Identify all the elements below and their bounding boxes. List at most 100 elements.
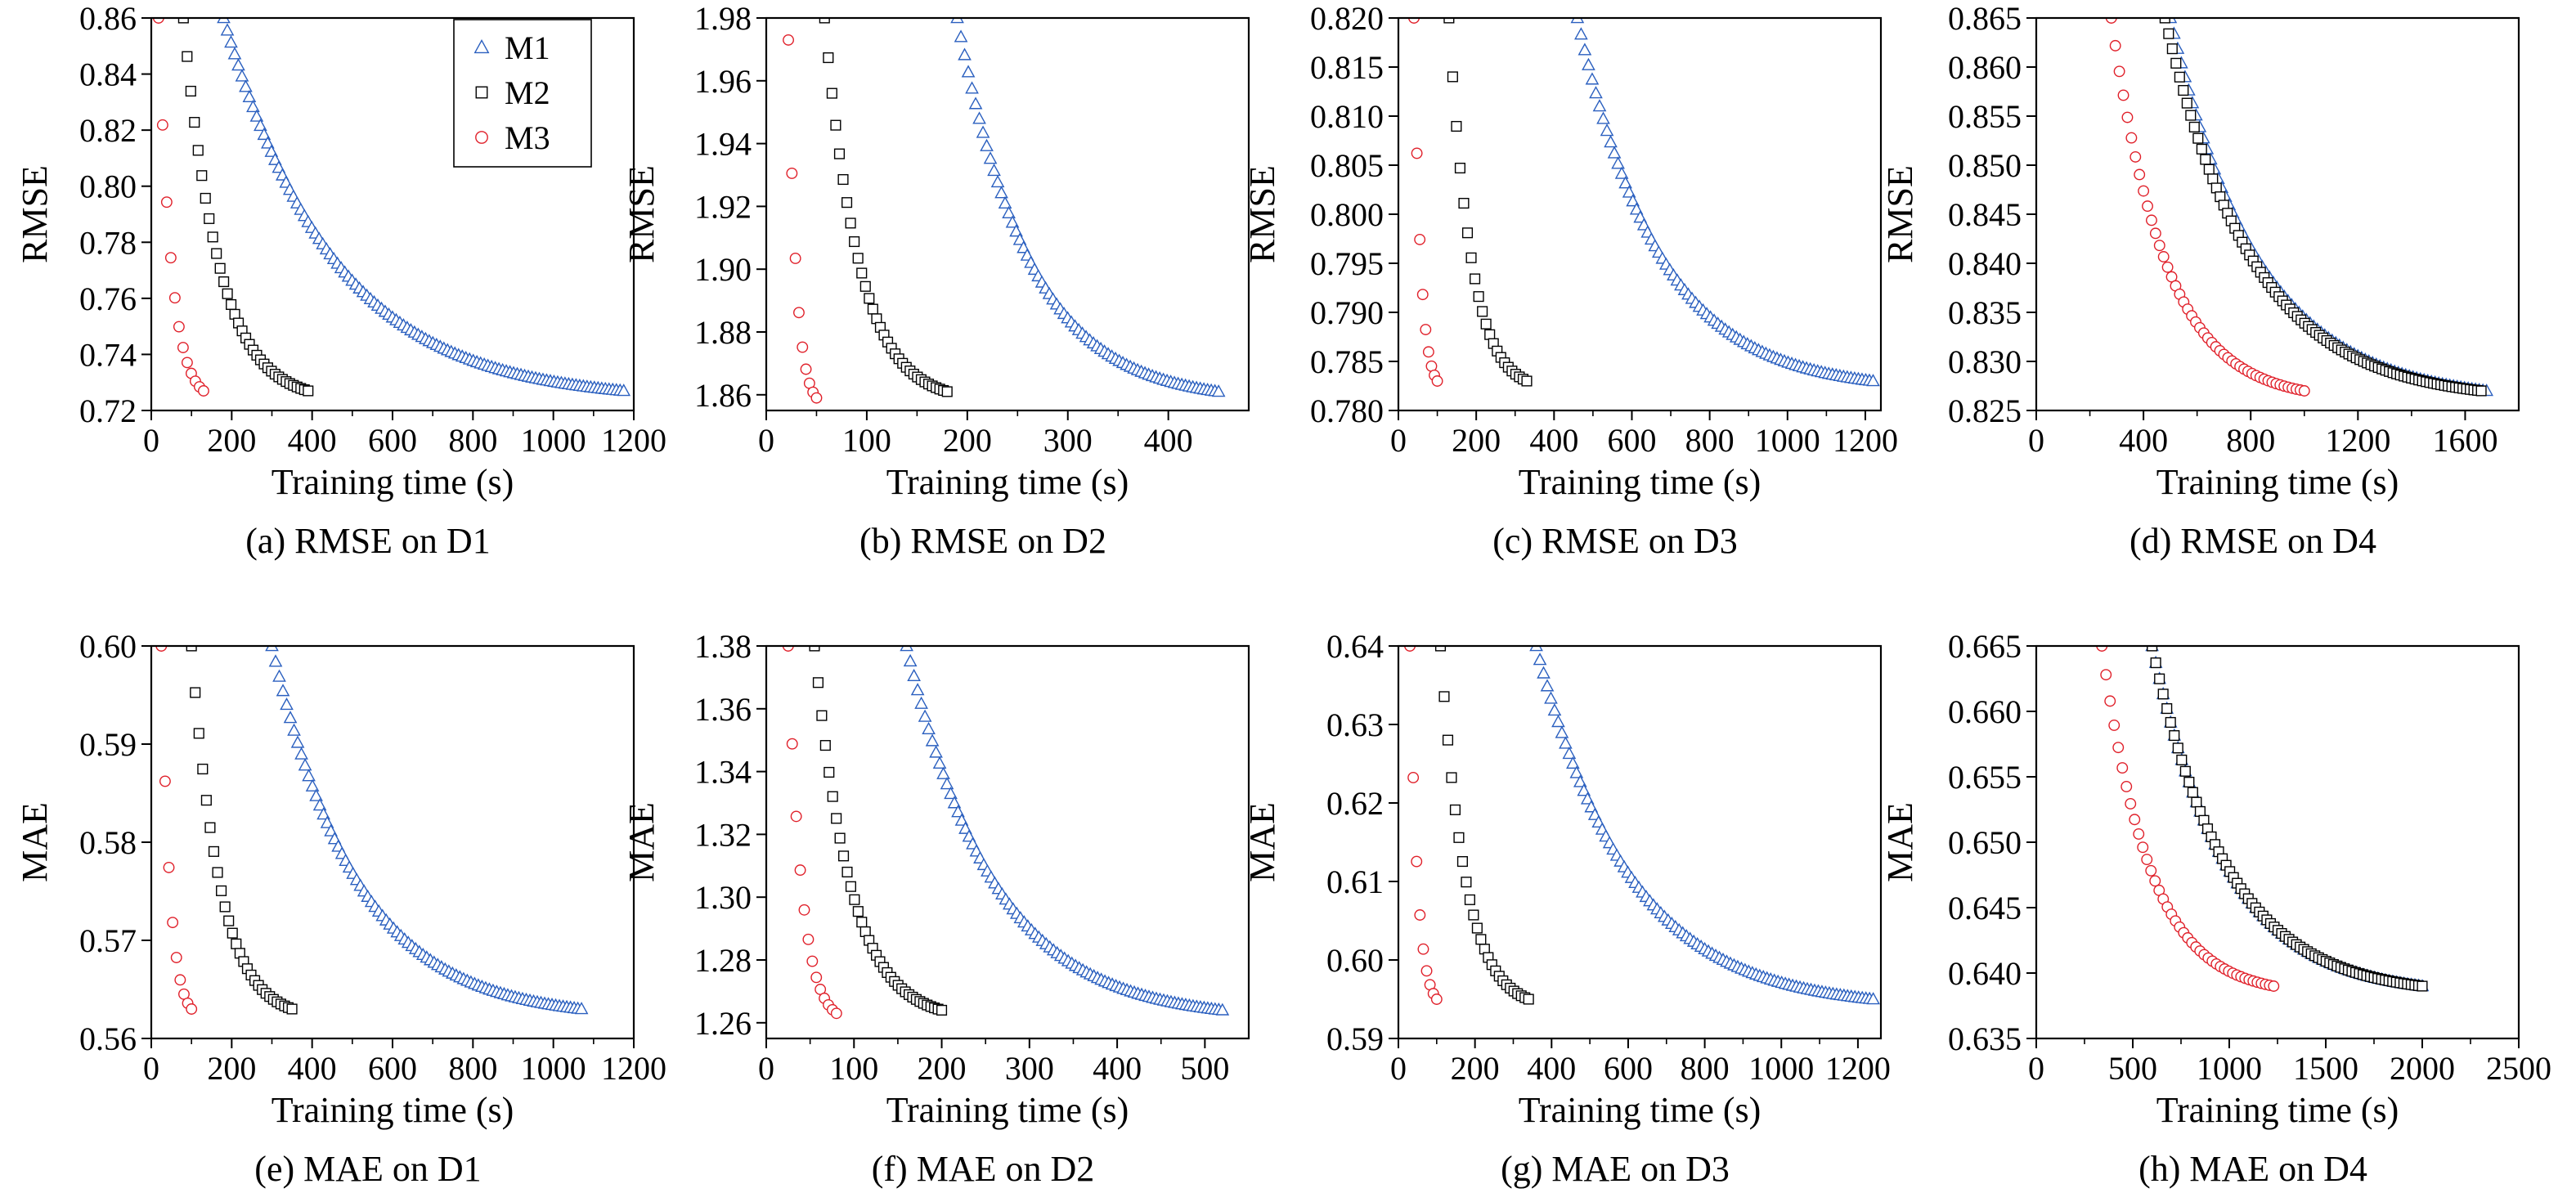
x-tick-label: 400	[1529, 422, 1578, 459]
point-m1	[249, 109, 264, 122]
x-tick-label: 2000	[2390, 1050, 2455, 1087]
y-tick-label: 0.800	[1310, 196, 1384, 233]
y-tick-label: 0.645	[1948, 890, 2022, 926]
point-m2	[214, 262, 226, 274]
y-tick-label: 0.655	[1948, 759, 2022, 796]
point-m3	[1420, 965, 1433, 977]
y-tick-label: 0.635	[1948, 1020, 2022, 1057]
series-m3-g	[1404, 645, 1443, 1005]
point-m3	[793, 307, 805, 319]
point-m2	[185, 85, 196, 97]
point-m2	[859, 280, 871, 292]
x-tick-label: 0	[143, 422, 159, 459]
point-m2	[849, 235, 860, 248]
point-m2	[864, 293, 875, 304]
point-m1	[1618, 176, 1632, 189]
x-tick-label: 800	[1681, 1050, 1730, 1087]
y-axis-label: MAE	[1242, 802, 1282, 882]
point-m1	[1866, 992, 1880, 1005]
point-m1	[298, 758, 312, 771]
point-m2	[196, 170, 208, 182]
point-m1	[242, 89, 257, 103]
point-m2	[1449, 804, 1461, 815]
x-tick-label: 600	[368, 422, 417, 459]
point-m3	[2133, 828, 2145, 840]
point-m1	[272, 669, 286, 682]
point-m2	[303, 385, 314, 397]
point-m2	[819, 740, 831, 751]
point-m1	[1562, 746, 1577, 760]
y-tick-label: 0.80	[79, 168, 137, 205]
point-m2	[2183, 776, 2195, 788]
point-m1	[268, 654, 283, 667]
point-m1	[235, 69, 249, 82]
point-m1	[951, 805, 965, 818]
panel-caption: (f) MAE on D2	[872, 1149, 1095, 1189]
point-m1	[954, 29, 968, 43]
y-tick-label: 1.90	[694, 251, 752, 288]
point-m3	[156, 119, 168, 131]
point-m2	[2192, 132, 2204, 144]
point-m3	[2161, 261, 2174, 273]
x-tick-label: 600	[1604, 1050, 1653, 1087]
point-m3	[800, 363, 812, 375]
series-m2-g	[1434, 645, 1534, 1005]
y-tick-label: 1.98	[694, 0, 752, 37]
panel-caption: (e) MAE on D1	[254, 1149, 481, 1189]
point-m1	[1577, 783, 1591, 796]
x-tick-label: 400	[2119, 422, 2168, 459]
legend-item-m1: M1	[473, 29, 550, 66]
point-m2	[1473, 291, 1484, 303]
x-axis-label: Training time (s)	[886, 1090, 1129, 1130]
point-m3	[186, 1003, 198, 1015]
x-tick-label: 500	[2108, 1050, 2157, 1087]
point-m3	[159, 775, 171, 787]
point-m2	[2200, 154, 2211, 165]
panel-c: 0 200 400 600 800 1000 1200 0.780 0.785 0.790 0.79…	[1242, 0, 1898, 561]
point-m2	[2417, 980, 2428, 992]
y-tick-label: 0.640	[1948, 955, 2022, 992]
x-tick-label: 0	[2028, 422, 2044, 459]
point-m1	[1582, 57, 1595, 70]
point-m1	[1622, 185, 1636, 198]
series-m3-a	[152, 17, 209, 397]
panel-d-frame	[2035, 16, 2520, 412]
point-m1	[1540, 679, 1555, 692]
x-tick-label: 300	[1043, 422, 1093, 459]
point-m2	[852, 253, 864, 264]
point-m2	[231, 938, 242, 949]
point-m2	[2172, 742, 2183, 754]
point-m3	[789, 253, 801, 264]
point-m1	[312, 798, 327, 811]
point-m3	[2117, 89, 2129, 101]
point-m3	[2109, 39, 2121, 52]
point-m2	[2178, 84, 2189, 96]
point-m2	[845, 218, 856, 229]
point-m2	[2157, 688, 2169, 700]
panel-f-frame	[765, 644, 1250, 1040]
point-m2	[2210, 182, 2222, 194]
point-m2	[1456, 856, 1468, 868]
point-m2	[197, 763, 209, 775]
panel-caption: (d) RMSE on D4	[2129, 521, 2376, 561]
point-m3	[174, 974, 186, 986]
panel-b-frame	[765, 16, 1250, 412]
point-m2	[2174, 71, 2185, 83]
point-m2	[1468, 909, 1479, 921]
y-tick-label: 0.805	[1310, 147, 1384, 184]
x-tick-label: 1000	[1755, 422, 1820, 459]
legend-item-m2: M2	[475, 74, 550, 111]
point-m1	[958, 47, 972, 61]
point-m2	[841, 866, 853, 878]
y-tick-label: 0.820	[1310, 0, 1384, 37]
point-m1	[324, 823, 338, 836]
point-m2	[824, 766, 835, 778]
panel-g: 0 200 400 600 800 1000 1200 0.59 0.60 0.61 0.62 0.6…	[1242, 628, 1891, 1189]
point-m2	[2475, 385, 2487, 397]
y-tick-label: 0.865	[1948, 0, 2022, 37]
point-m1	[1559, 736, 1573, 749]
panel-a-data	[152, 17, 631, 397]
legend-item-m3: M3	[475, 119, 550, 156]
point-m2	[833, 148, 846, 159]
series-m2-e	[186, 645, 298, 1015]
